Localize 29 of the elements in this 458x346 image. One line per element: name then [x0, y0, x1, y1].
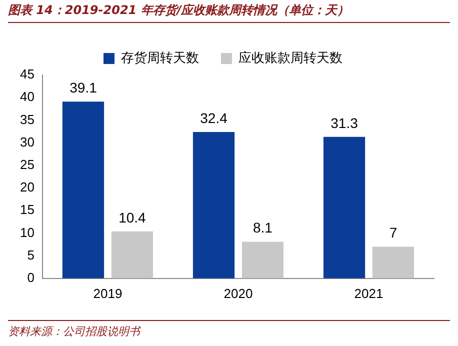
text: 资料来源：公司招股说明书: [8, 324, 142, 339]
y-tick-label: 25: [20, 156, 34, 172]
bar: [372, 246, 414, 278]
bar: [62, 102, 104, 278]
legend-label: 应收账款周转天数: [238, 50, 342, 66]
chart-title: 图表 14：2019-2021 年存货/应收账款周转情况（单位：天）: [8, 2, 450, 23]
x-tick-label: 2021: [354, 286, 384, 301]
bar: [323, 136, 366, 278]
bar: [242, 242, 284, 278]
y-tick-label: 0: [27, 270, 34, 285]
data-label: 31.3: [330, 114, 358, 131]
legend-label: 存货周转天数: [121, 50, 199, 66]
x-tick-label: 2019: [93, 286, 122, 301]
bar: [111, 231, 153, 278]
data-label: 7: [389, 224, 398, 241]
y-tick-label: 35: [20, 112, 34, 127]
data-label: 8.1: [252, 220, 273, 236]
data-label: 39.1: [70, 80, 98, 96]
data-label: 10.4: [118, 209, 146, 226]
data-label: 32.4: [200, 110, 228, 126]
y-tick-label: 45: [20, 66, 34, 82]
y-tick-label: 10: [20, 224, 34, 240]
x-tick-label: 2020: [224, 286, 253, 301]
bar: [192, 132, 235, 278]
y-tick-label: 30: [20, 134, 34, 150]
y-tick-label: 40: [20, 89, 34, 104]
y-tick-label: 15: [20, 202, 34, 218]
y-tick-label: 5: [27, 247, 34, 262]
y-tick-label: 20: [20, 180, 34, 195]
